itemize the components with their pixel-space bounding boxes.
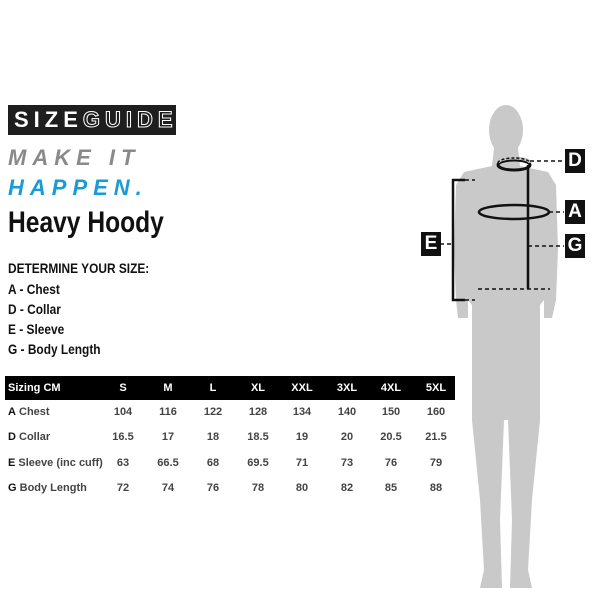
label-g: G xyxy=(565,234,585,258)
table-cell: 69.5 xyxy=(247,456,269,469)
table-cell: 19 xyxy=(295,431,309,443)
measure-item: E - Sleeve xyxy=(8,321,65,337)
size-col: 4XL xyxy=(380,382,402,394)
brand-bold: SIZE xyxy=(14,107,83,132)
table-cell: 68 xyxy=(206,456,220,469)
table-cell: 18.5 xyxy=(247,431,269,443)
measure-item: G - Body Length xyxy=(8,341,101,357)
table-cell: 79 xyxy=(429,456,443,469)
measure-item: D - Collar xyxy=(8,301,61,317)
table-row: D Collar 16.5 17 18 18.5 19 20 20.5 21.5 xyxy=(5,425,455,451)
table-cell: 72 xyxy=(116,482,130,494)
table-row: G Body Length 72 74 76 78 80 82 85 88 xyxy=(5,476,455,502)
table-cell: 150 xyxy=(381,406,401,418)
header-label: Sizing CM xyxy=(8,382,61,394)
determine-heading: DETERMINE YOUR SIZE: xyxy=(8,260,150,276)
measure-item: A - Chest xyxy=(8,281,60,297)
table-header: Sizing CM S M L XL XXL 3XL 4XL 5XL xyxy=(5,376,455,400)
size-col: S xyxy=(119,382,127,394)
table-cell: 134 xyxy=(292,406,312,418)
table-cell: 78 xyxy=(251,482,265,494)
collar-measure xyxy=(496,158,532,172)
table-cell: 80 xyxy=(295,482,309,494)
label-d: D xyxy=(565,149,585,173)
table-cell: 17 xyxy=(161,431,175,443)
table-cell: 20.5 xyxy=(380,431,402,443)
table-cell: 88 xyxy=(429,482,443,494)
size-col: 3XL xyxy=(336,382,358,394)
table-cell: 18 xyxy=(206,431,220,443)
row-label: G Body Length xyxy=(8,482,87,494)
tagline-line1: MAKE IT xyxy=(8,145,141,170)
table-cell: 73 xyxy=(340,456,354,469)
size-col: M xyxy=(163,382,173,394)
size-col: 5XL xyxy=(425,382,447,394)
size-col: XXL xyxy=(291,382,313,394)
sleeve-bracket xyxy=(451,178,465,302)
table-cell: 20 xyxy=(340,431,354,443)
table-cell: 122 xyxy=(203,406,223,418)
product-title: Heavy Hoody xyxy=(8,206,164,239)
table-cell: 82 xyxy=(340,482,354,494)
table-cell: 63 xyxy=(116,456,130,469)
label-a: A xyxy=(565,200,585,224)
size-col: L xyxy=(209,382,217,394)
row-label: D Collar xyxy=(8,431,51,443)
table-cell: 71 xyxy=(295,456,309,469)
tagline-line2: HAPPEN. xyxy=(8,175,148,200)
table-cell: 76 xyxy=(384,456,398,469)
table-cell: 116 xyxy=(159,406,177,418)
table-cell: 16.5 xyxy=(112,431,134,443)
table-cell: 128 xyxy=(248,406,268,418)
size-table: Sizing CM S M L XL XXL 3XL 4XL 5XL A Che… xyxy=(5,376,455,502)
brand-outline: GUIDE xyxy=(82,107,178,133)
label-e: E xyxy=(421,232,441,256)
table-cell: 76 xyxy=(206,482,220,494)
table-cell: 140 xyxy=(337,406,357,418)
table-cell: 66.5 xyxy=(157,456,179,469)
table-cell: 85 xyxy=(384,482,398,494)
body-silhouette xyxy=(454,105,558,588)
size-col: XL xyxy=(250,382,266,394)
row-label: A Chest xyxy=(8,406,50,418)
size-guide-logo: SIZEGUIDE xyxy=(8,105,176,135)
table-row: E Sleeve (inc cuff) 63 66.5 68 69.5 71 73 76 79 xyxy=(5,451,455,477)
table-cell: 104 xyxy=(113,406,133,418)
row-label: E Sleeve (inc cuff) xyxy=(8,456,103,469)
table-row: A Chest 104 116 122 128 134 140 150 160 xyxy=(5,400,455,425)
table-cell: 21.5 xyxy=(425,431,447,443)
table-cell: 160 xyxy=(426,406,446,418)
table-cell: 74 xyxy=(161,482,175,494)
